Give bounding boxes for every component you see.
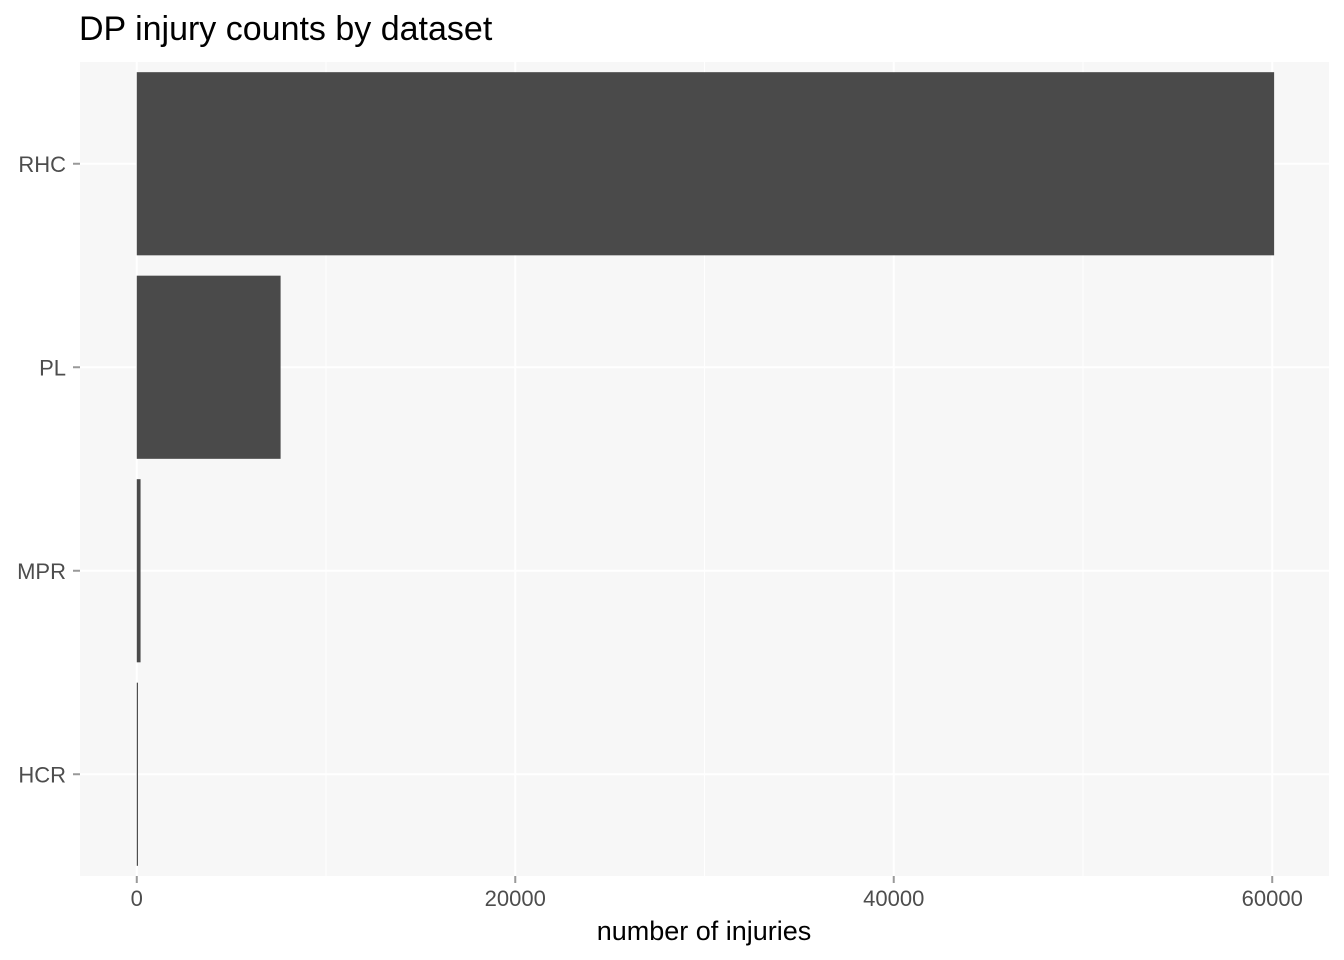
x-tick-label: 20000 bbox=[485, 886, 546, 911]
x-axis-title: number of injuries bbox=[597, 916, 812, 946]
y-tick-label: MPR bbox=[17, 559, 66, 584]
x-tick-label: 40000 bbox=[863, 886, 924, 911]
bar-hcr bbox=[136, 682, 138, 866]
bar-rhc bbox=[136, 72, 1275, 256]
y-tick-label: PL bbox=[39, 355, 66, 380]
x-axis: 0 20000 40000 60000 bbox=[131, 876, 1303, 911]
bars bbox=[136, 72, 1275, 866]
y-tick-label: HCR bbox=[18, 762, 66, 787]
y-axis: HCR MPR PL RHC bbox=[17, 152, 80, 787]
x-tick-label: 60000 bbox=[1242, 886, 1303, 911]
bar-pl bbox=[136, 275, 281, 459]
chart-title: DP injury counts by dataset bbox=[79, 10, 493, 48]
x-tick-label: 0 bbox=[131, 886, 143, 911]
y-tick-label: RHC bbox=[18, 152, 66, 177]
bar-mpr bbox=[136, 479, 141, 663]
